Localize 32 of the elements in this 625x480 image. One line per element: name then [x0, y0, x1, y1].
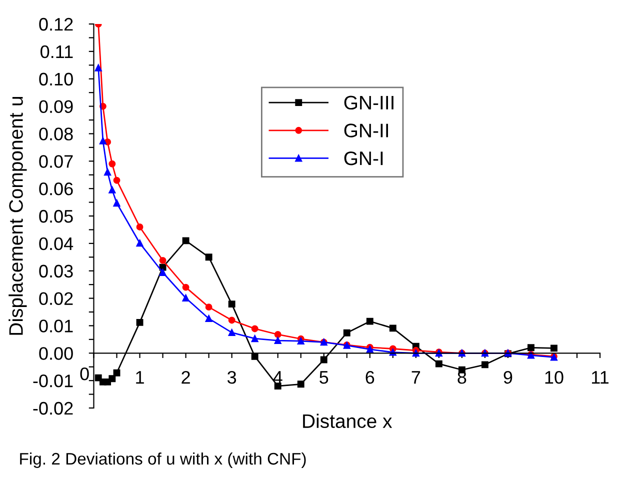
x-tick-label: 11 — [592, 371, 608, 384]
y-tick-label: 0.11 — [40, 45, 73, 58]
x-tick-label: 6 — [366, 370, 374, 384]
x-axis-title: Distance x — [303, 414, 392, 428]
y-tick-label: 0.09 — [39, 100, 73, 114]
caption: Fig. 2 Deviations of u with x (with CNF) — [20, 452, 306, 468]
x-tick-label: 1 — [136, 371, 144, 384]
x-tick-label: 7 — [412, 371, 420, 384]
y-tick-label: 0.12 — [39, 18, 73, 31]
legend-label: GN-I — [344, 151, 383, 166]
x-tick-label: 10 — [545, 370, 564, 384]
x-tick-label: 4 — [273, 371, 282, 384]
y-tick-label: 0.10 — [39, 72, 73, 86]
y-tick-label: 0.07 — [39, 155, 73, 168]
x-tick-label: 3 — [227, 370, 236, 384]
x-tick-label: 9 — [504, 370, 512, 384]
y-tick-label: 0.04 — [39, 237, 74, 250]
y-axis-title: Displacement Component u — [8, 96, 27, 335]
y-tick-label: -0.02 — [33, 402, 73, 415]
y-tick-label: 0.01 — [39, 320, 73, 332]
y-tick-label: -0.01 — [33, 374, 73, 388]
legend-label: GN-III — [344, 96, 394, 110]
legend-label: GN-II — [344, 124, 388, 138]
y-tick-label: 0.08 — [39, 128, 73, 140]
y-tick-label: 0.03 — [39, 264, 73, 278]
y-tick-label: 0.00 — [39, 347, 73, 360]
y-tick-label: 0.06 — [39, 182, 73, 196]
x-tick-label: 5 — [320, 371, 328, 384]
x-tick-label: 0 — [80, 368, 89, 380]
x-tick-label: 2 — [182, 370, 190, 384]
y-tick-label: 0.05 — [39, 210, 73, 223]
y-tick-label: 0.02 — [39, 292, 73, 306]
